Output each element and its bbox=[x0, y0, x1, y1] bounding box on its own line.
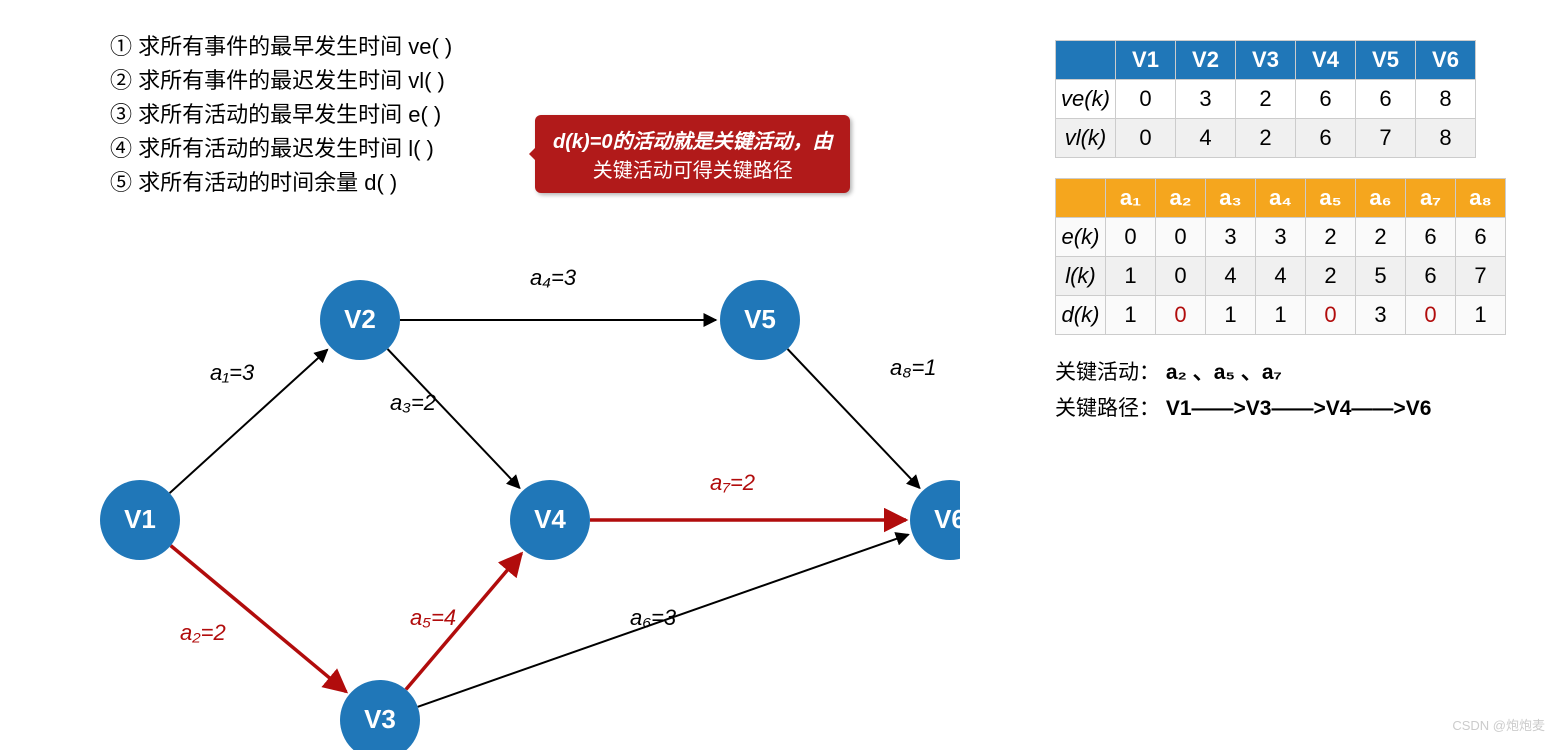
edge-V2-V4 bbox=[388, 349, 520, 488]
callout-box: d(k)=0的活动就是关键活动，由 关键活动可得关键路径 bbox=[535, 115, 850, 193]
table-header: a₅ bbox=[1306, 179, 1356, 218]
table-cell: 0 bbox=[1106, 218, 1156, 257]
table-cell: 6 bbox=[1296, 80, 1356, 119]
table-header: a₂ bbox=[1156, 179, 1206, 218]
table-cell: 1 bbox=[1456, 296, 1506, 335]
table-header: a₇ bbox=[1406, 179, 1456, 218]
table-header bbox=[1056, 41, 1116, 80]
table-cell: 3 bbox=[1206, 218, 1256, 257]
table-header: a₄ bbox=[1256, 179, 1306, 218]
table-cell: 0 bbox=[1156, 257, 1206, 296]
edge-label: a₁=3 bbox=[210, 360, 255, 385]
critical-path-label: 关键路径： bbox=[1055, 397, 1160, 420]
watermark: CSDN @炮炮麦 bbox=[1452, 715, 1545, 734]
step-5: ⑤ 求所有活动的时间余量 d( ) bbox=[110, 166, 452, 200]
table-cell: 1 bbox=[1206, 296, 1256, 335]
table-cell: 5 bbox=[1356, 257, 1406, 296]
table-cell: vl(k) bbox=[1056, 119, 1116, 158]
table-cell: l(k) bbox=[1056, 257, 1106, 296]
table-cell: 3 bbox=[1176, 80, 1236, 119]
edge-label: a₆=3 bbox=[630, 605, 677, 630]
table-cell: 1 bbox=[1106, 257, 1156, 296]
edge-V1-V3 bbox=[171, 546, 346, 692]
edge-label: a₈=1 bbox=[890, 355, 937, 380]
table-cell: 7 bbox=[1456, 257, 1506, 296]
table-cell: 0 bbox=[1156, 218, 1206, 257]
table-header bbox=[1056, 179, 1106, 218]
table-cell: 1 bbox=[1106, 296, 1156, 335]
table-cell: 2 bbox=[1306, 257, 1356, 296]
node-label: V3 bbox=[364, 704, 396, 734]
edge-label: a₃=2 bbox=[390, 390, 436, 415]
step-3: ③ 求所有活动的最早发生时间 e( ) bbox=[110, 98, 452, 132]
table-header: V4 bbox=[1296, 41, 1356, 80]
table-cell: 0 bbox=[1116, 119, 1176, 158]
edge-label: a₅=4 bbox=[410, 605, 456, 630]
table-cell: d(k) bbox=[1056, 296, 1106, 335]
critical-path: V1——>V3——>V4——>V6 bbox=[1166, 397, 1432, 420]
table-header: V2 bbox=[1176, 41, 1236, 80]
edge-label: a₄=3 bbox=[530, 265, 577, 290]
table-cell: 6 bbox=[1456, 218, 1506, 257]
node-label: V5 bbox=[744, 304, 776, 334]
table-header: V3 bbox=[1236, 41, 1296, 80]
node-label: V6 bbox=[934, 504, 960, 534]
table-cell: 8 bbox=[1416, 80, 1476, 119]
table-cell: 6 bbox=[1356, 80, 1416, 119]
node-label: V4 bbox=[534, 504, 566, 534]
step-1: ① 求所有事件的最早发生时间 ve( ) bbox=[110, 30, 452, 64]
table-cell: 2 bbox=[1236, 80, 1296, 119]
table-header: a₈ bbox=[1456, 179, 1506, 218]
summary: 关键活动： a₂ 、a₅ 、a₇ 关键路径： V1——>V3——>V4——>V6 bbox=[1055, 355, 1525, 427]
table-header: V5 bbox=[1356, 41, 1416, 80]
callout-line2: 关键活动可得关键路径 bbox=[553, 154, 832, 183]
table-header: a₁ bbox=[1106, 179, 1156, 218]
critical-activities-label: 关键活动： bbox=[1055, 361, 1160, 384]
node-label: V2 bbox=[344, 304, 376, 334]
table-cell: 4 bbox=[1176, 119, 1236, 158]
steps-list: ① 求所有事件的最早发生时间 ve( ) ② 求所有事件的最迟发生时间 vl( … bbox=[70, 30, 452, 200]
table-cell: e(k) bbox=[1056, 218, 1106, 257]
table-cell: 8 bbox=[1416, 119, 1476, 158]
table-cell: 4 bbox=[1256, 257, 1306, 296]
table-cell: 2 bbox=[1236, 119, 1296, 158]
table-header: V6 bbox=[1416, 41, 1476, 80]
table-cell: 3 bbox=[1356, 296, 1406, 335]
tables-panel: V1V2V3V4V5V6ve(k)032668vl(k)042678 a₁a₂a… bbox=[1055, 40, 1525, 427]
vertex-table: V1V2V3V4V5V6ve(k)032668vl(k)042678 bbox=[1055, 40, 1476, 158]
aoe-network-graph: a₁=3 a₂=2 a₃=2 a₄=3 a₅=4 a₆=3 a₇=2 a₈=1 V1 V2 V3 V4… bbox=[60, 240, 960, 750]
callout-line1: d(k)=0的活动就是关键活动，由 bbox=[553, 125, 832, 154]
edge-label: a₂=2 bbox=[180, 620, 226, 645]
step-2: ② 求所有事件的最迟发生时间 vl( ) bbox=[110, 64, 452, 98]
node-label: V1 bbox=[124, 504, 156, 534]
table-cell: 1 bbox=[1256, 296, 1306, 335]
edge-label: a₇=2 bbox=[710, 470, 755, 495]
critical-activities: a₂ 、a₅ 、a₇ bbox=[1166, 361, 1282, 384]
table-header: a₆ bbox=[1356, 179, 1406, 218]
table-cell: ve(k) bbox=[1056, 80, 1116, 119]
table-header: a₃ bbox=[1206, 179, 1256, 218]
table-cell: 6 bbox=[1406, 218, 1456, 257]
table-cell: 6 bbox=[1296, 119, 1356, 158]
table-cell: 0 bbox=[1116, 80, 1176, 119]
activity-table: a₁a₂a₃a₄a₅a₆a₇a₈e(k)00332266l(k)10442567… bbox=[1055, 178, 1506, 335]
table-cell: 2 bbox=[1306, 218, 1356, 257]
table-cell: 7 bbox=[1356, 119, 1416, 158]
step-4: ④ 求所有活动的最迟发生时间 l( ) bbox=[110, 132, 452, 166]
table-cell: 6 bbox=[1406, 257, 1456, 296]
table-cell: 0 bbox=[1406, 296, 1456, 335]
table-cell: 3 bbox=[1256, 218, 1306, 257]
table-cell: 0 bbox=[1306, 296, 1356, 335]
table-header: V1 bbox=[1116, 41, 1176, 80]
table-cell: 0 bbox=[1156, 296, 1206, 335]
table-cell: 4 bbox=[1206, 257, 1256, 296]
table-cell: 2 bbox=[1356, 218, 1406, 257]
